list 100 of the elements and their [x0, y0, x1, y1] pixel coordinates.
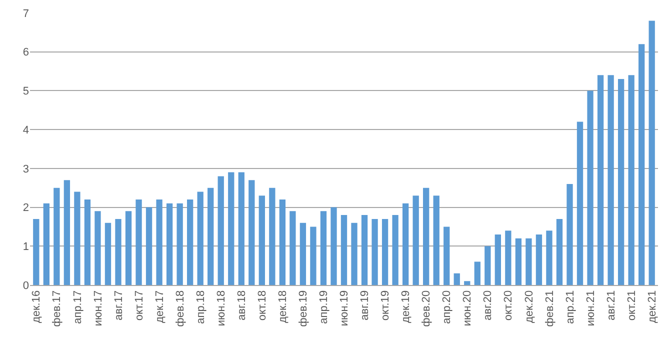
- x-tick-label: фев.20: [420, 290, 433, 327]
- x-tick-label: окт.20: [502, 290, 515, 321]
- bar: [54, 188, 60, 285]
- bar: [258, 196, 265, 285]
- bar: [84, 200, 91, 285]
- x-tick-label: июн.17: [92, 290, 104, 326]
- bar: [279, 200, 286, 285]
- x-tick-label: дек.16: [30, 290, 43, 324]
- bar: [526, 238, 532, 285]
- x-tick-label: дек.19: [400, 290, 412, 324]
- y-tick-label: 4: [22, 124, 29, 136]
- bar: [628, 75, 634, 285]
- bar: [597, 75, 604, 285]
- bar: [556, 218, 563, 285]
- bar: [33, 218, 40, 285]
- bar: [372, 218, 378, 285]
- bar: [505, 230, 512, 285]
- bar: [474, 262, 480, 285]
- bar: [43, 203, 50, 285]
- x-tick-label: июн.21: [584, 290, 597, 326]
- x-tick-label: окт.17: [133, 290, 146, 321]
- y-tick-label: 3: [22, 163, 29, 176]
- bar: [197, 192, 204, 285]
- bar: [484, 246, 491, 285]
- x-tick-label: фев.17: [51, 290, 64, 327]
- x-tick-label: авг.19: [359, 290, 372, 320]
- bar: [228, 172, 234, 285]
- bar: [238, 172, 244, 285]
- bar: [454, 273, 460, 285]
- bar: [104, 222, 112, 285]
- bar: [536, 234, 542, 285]
- bar: [166, 203, 173, 285]
- x-tick-label: авг.20: [482, 290, 494, 320]
- bar: [423, 188, 430, 285]
- x-tick-label: апр.19: [318, 290, 330, 324]
- bar: [115, 218, 122, 285]
- bar: [187, 200, 194, 285]
- x-tick-label: фев.18: [174, 290, 186, 327]
- bar: [382, 218, 388, 285]
- bar: [320, 211, 327, 285]
- x-tick-label: окт.18: [256, 290, 268, 321]
- y-tick-label: 0: [22, 280, 29, 292]
- y-tick-label: 2: [22, 202, 29, 214]
- bar: [618, 79, 624, 285]
- bar: [361, 215, 368, 285]
- x-tick-label: июн.19: [338, 290, 351, 326]
- bar: [546, 230, 552, 285]
- x-tick-label: апр.17: [72, 290, 84, 324]
- bar: [330, 207, 337, 285]
- bar: [94, 211, 101, 285]
- x-tick-label: дек.20: [523, 290, 536, 324]
- y-tick-label: 7: [22, 8, 29, 20]
- bar: [392, 215, 398, 285]
- bar: [64, 180, 70, 285]
- bar: [576, 122, 584, 285]
- bar: [608, 75, 614, 285]
- x-tick-label: дек.21: [646, 290, 658, 324]
- x-tick-label: авг.18: [236, 290, 248, 320]
- x-tick-label: окт.19: [380, 290, 392, 321]
- bar: [208, 188, 214, 285]
- bar: [74, 192, 80, 285]
- x-tick-label: окт.21: [626, 290, 638, 321]
- x-tick-label: июн.18: [215, 290, 228, 326]
- x-tick-label: июн.20: [462, 290, 474, 326]
- x-tick-label: апр.21: [564, 290, 576, 324]
- bar: [269, 188, 276, 285]
- y-tick-label: 5: [22, 86, 29, 98]
- y-tick-label: 1: [22, 240, 29, 253]
- bar: [464, 281, 470, 285]
- x-tick-label: фев.19: [298, 290, 310, 327]
- bar: [125, 211, 132, 285]
- bar: [340, 215, 348, 285]
- y-tick-label: 6: [22, 46, 29, 59]
- bar: [412, 196, 419, 285]
- bar: [290, 211, 296, 285]
- bar: [566, 184, 573, 285]
- x-tick-label: дек.18: [277, 290, 290, 324]
- bar: [494, 234, 501, 285]
- bar: [402, 203, 409, 285]
- x-tick-label: авг.21: [605, 290, 618, 320]
- x-tick-label: апр.20: [441, 290, 454, 324]
- bar: [300, 222, 306, 285]
- x-tick-label: дек.17: [154, 290, 166, 324]
- bar: [310, 226, 316, 285]
- bar: [156, 200, 162, 285]
- bar: [515, 238, 522, 285]
- bar: [146, 207, 152, 285]
- bar: [136, 200, 142, 285]
- bar: [351, 222, 358, 285]
- x-tick-label: фев.21: [544, 290, 556, 327]
- bar: [248, 180, 255, 285]
- bar: [648, 20, 655, 285]
- bar: [444, 226, 450, 285]
- bar: [218, 176, 224, 285]
- bar: [433, 196, 440, 285]
- x-tick-label: авг.17: [112, 290, 125, 320]
- x-tick-label: апр.18: [194, 290, 207, 324]
- bar: [638, 44, 645, 285]
- bar: [587, 90, 594, 285]
- bar: [176, 203, 183, 285]
